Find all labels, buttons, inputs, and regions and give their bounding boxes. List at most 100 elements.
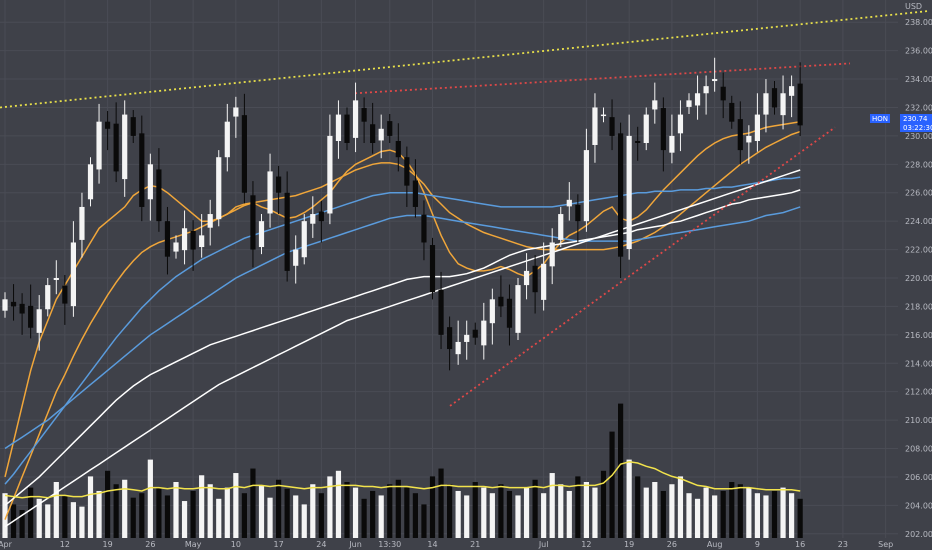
candle[interactable] — [490, 299, 495, 323]
candle[interactable] — [122, 115, 127, 180]
candle[interactable] — [267, 171, 272, 213]
candle[interactable] — [763, 93, 768, 114]
candle[interactable] — [259, 221, 264, 247]
candle[interactable] — [379, 129, 384, 141]
candle[interactable] — [293, 250, 298, 266]
candle[interactable] — [481, 321, 486, 346]
candle[interactable] — [20, 304, 25, 314]
candle[interactable] — [45, 285, 50, 309]
candle[interactable] — [233, 107, 238, 116]
candle[interactable] — [327, 136, 332, 214]
candle[interactable] — [498, 297, 503, 307]
volume-bar — [678, 476, 683, 538]
candle[interactable] — [28, 306, 33, 328]
candle[interactable] — [319, 211, 324, 221]
candle[interactable] — [592, 107, 597, 145]
candle[interactable] — [678, 115, 683, 134]
candle[interactable] — [601, 115, 606, 117]
candle[interactable] — [669, 136, 674, 153]
candle[interactable] — [199, 235, 204, 247]
candle[interactable] — [541, 264, 546, 300]
candle[interactable] — [11, 302, 16, 307]
volume-bar — [242, 493, 247, 538]
candle[interactable] — [216, 157, 221, 219]
candle[interactable] — [515, 285, 520, 333]
candle[interactable] — [712, 79, 717, 81]
candle[interactable] — [71, 242, 76, 306]
candle[interactable] — [473, 330, 478, 338]
candle[interactable] — [550, 242, 555, 266]
candle[interactable] — [524, 271, 529, 285]
candle[interactable] — [88, 164, 93, 199]
candle[interactable] — [182, 228, 187, 250]
candle[interactable] — [686, 100, 691, 107]
candle[interactable] — [464, 335, 469, 342]
candle[interactable] — [131, 117, 136, 136]
candle[interactable] — [302, 221, 307, 257]
candle[interactable] — [575, 205, 580, 221]
candle[interactable] — [609, 117, 614, 136]
candle[interactable] — [96, 122, 101, 170]
volume-bar — [191, 491, 196, 538]
volume-bar — [738, 484, 743, 538]
candle[interactable] — [173, 242, 178, 251]
candle[interactable] — [798, 84, 803, 126]
candle[interactable] — [755, 115, 760, 141]
candle[interactable] — [105, 122, 110, 129]
candle[interactable] — [54, 278, 59, 280]
candle[interactable] — [413, 181, 418, 207]
candle[interactable] — [584, 150, 589, 221]
candle[interactable] — [627, 136, 632, 249]
candle[interactable] — [789, 86, 794, 96]
candle[interactable] — [62, 286, 67, 304]
candle[interactable] — [396, 141, 401, 157]
candle[interactable] — [447, 327, 452, 349]
candle[interactable] — [165, 221, 170, 257]
candle[interactable] — [456, 342, 461, 354]
candle[interactable] — [242, 115, 247, 193]
candle[interactable] — [114, 124, 119, 172]
candle[interactable] — [362, 108, 367, 122]
candle[interactable] — [652, 100, 657, 109]
candle[interactable] — [404, 157, 409, 185]
candle[interactable] — [370, 124, 375, 143]
candle[interactable] — [430, 245, 435, 292]
candle[interactable] — [695, 93, 700, 105]
candle[interactable] — [558, 214, 563, 240]
time-axis[interactable]: Apr 12 19 26 May 10 17 24 Jun 13:30 14 21 Jul 12 19 26 A… — [0, 538, 932, 550]
candle[interactable] — [250, 195, 255, 249]
candle[interactable] — [772, 88, 777, 107]
candle[interactable] — [644, 115, 649, 143]
candle[interactable] — [276, 177, 281, 193]
candle[interactable] — [387, 121, 392, 136]
candle[interactable] — [618, 133, 623, 256]
candle[interactable] — [208, 214, 213, 228]
candle[interactable] — [344, 115, 349, 143]
candle[interactable] — [746, 136, 751, 143]
candle[interactable] — [661, 108, 666, 150]
candle[interactable] — [2, 299, 7, 310]
candle[interactable] — [156, 169, 161, 221]
candle[interactable] — [738, 119, 743, 150]
candle[interactable] — [721, 87, 726, 101]
candle[interactable] — [310, 214, 315, 224]
candle[interactable] — [225, 122, 230, 158]
candle[interactable] — [635, 141, 640, 143]
candle[interactable] — [704, 86, 709, 93]
candle[interactable] — [780, 93, 785, 115]
candle[interactable] — [353, 100, 358, 138]
candle[interactable] — [507, 299, 512, 328]
candle[interactable] — [336, 115, 341, 141]
candle[interactable] — [533, 266, 538, 292]
candle[interactable] — [438, 290, 443, 335]
candle[interactable] — [79, 207, 84, 240]
candle[interactable] — [729, 103, 734, 122]
candle[interactable] — [421, 215, 426, 243]
candle[interactable] — [191, 231, 196, 250]
candle[interactable] — [148, 164, 153, 199]
candle[interactable] — [567, 200, 572, 207]
candle[interactable] — [139, 133, 144, 207]
candle[interactable] — [37, 309, 42, 333]
candle[interactable] — [285, 193, 290, 271]
